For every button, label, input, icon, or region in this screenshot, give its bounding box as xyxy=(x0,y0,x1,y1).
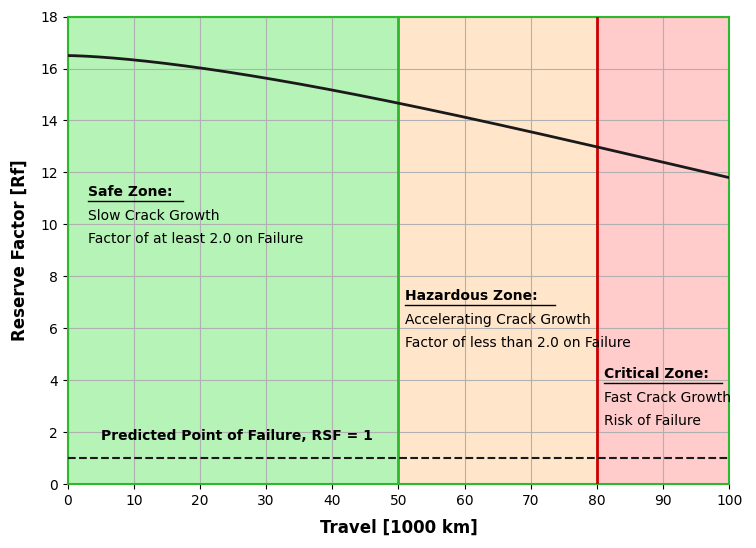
Text: Hazardous Zone:: Hazardous Zone: xyxy=(405,289,538,303)
Bar xyxy=(597,16,730,484)
Y-axis label: Reserve Factor [Rf]: Reserve Factor [Rf] xyxy=(11,159,29,341)
Bar xyxy=(68,16,398,484)
Text: Accelerating Crack Growth: Accelerating Crack Growth xyxy=(405,313,591,327)
Text: Risk of Failure: Risk of Failure xyxy=(603,414,700,428)
Text: Fast Crack Growth: Fast Crack Growth xyxy=(603,391,730,404)
Text: Critical Zone:: Critical Zone: xyxy=(603,367,708,381)
Text: Slow Crack Growth: Slow Crack Growth xyxy=(88,209,219,223)
Bar xyxy=(398,16,597,484)
X-axis label: Travel [1000 km]: Travel [1000 km] xyxy=(320,519,477,537)
Text: Factor of less than 2.0 on Failure: Factor of less than 2.0 on Failure xyxy=(405,336,631,350)
Text: Safe Zone:: Safe Zone: xyxy=(88,185,172,199)
Text: Factor of at least 2.0 on Failure: Factor of at least 2.0 on Failure xyxy=(88,232,303,246)
Text: Predicted Point of Failure, RSF = 1: Predicted Point of Failure, RSF = 1 xyxy=(101,429,373,442)
